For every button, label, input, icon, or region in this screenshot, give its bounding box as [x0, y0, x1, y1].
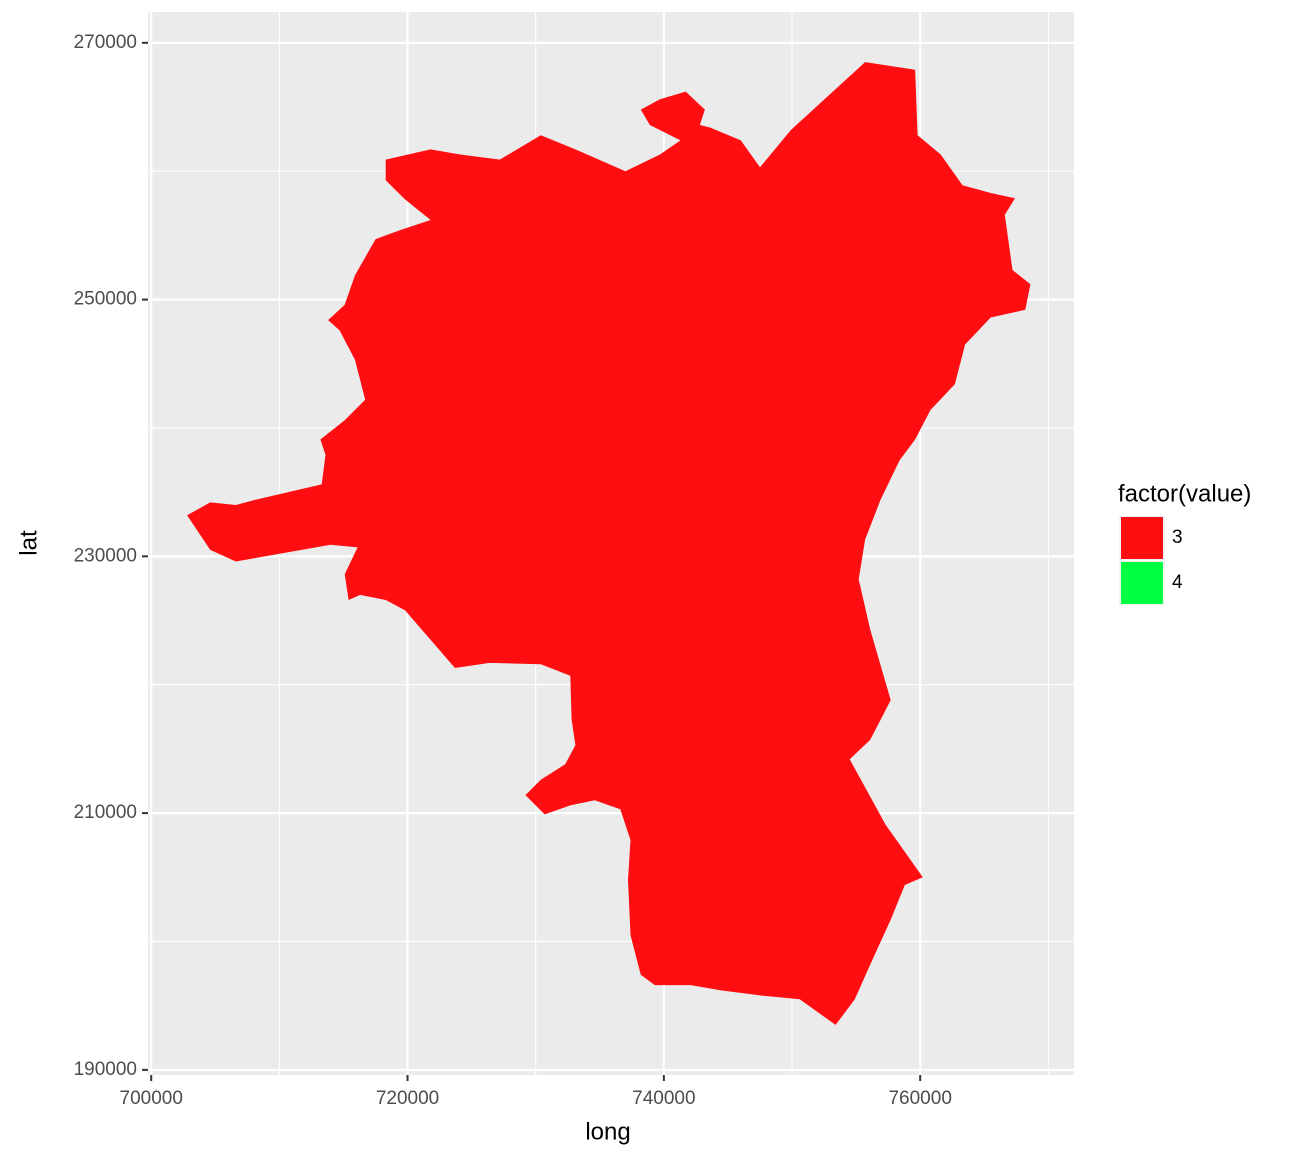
y-tick-label: 270000 [74, 32, 137, 53]
legend-key [1121, 517, 1163, 559]
x-axis-title: long [585, 1118, 630, 1145]
legend-label: 3 [1172, 527, 1183, 548]
y-tick-label: 250000 [74, 289, 137, 310]
x-tick-label: 760000 [888, 1088, 951, 1109]
x-tick-label: 700000 [120, 1088, 183, 1109]
marks [187, 62, 1031, 1025]
legend-key [1121, 562, 1163, 604]
legend-title: factor(value) [1118, 480, 1251, 507]
y-tick-label: 210000 [74, 802, 137, 823]
x-tick-label: 740000 [632, 1088, 695, 1109]
y-tick-label: 230000 [74, 545, 137, 566]
legend-label: 4 [1172, 572, 1183, 593]
y-tick-label: 190000 [74, 1059, 137, 1080]
y-axis-title: lat [15, 530, 42, 556]
x-tick-label: 720000 [376, 1088, 439, 1109]
region [187, 62, 1031, 1025]
